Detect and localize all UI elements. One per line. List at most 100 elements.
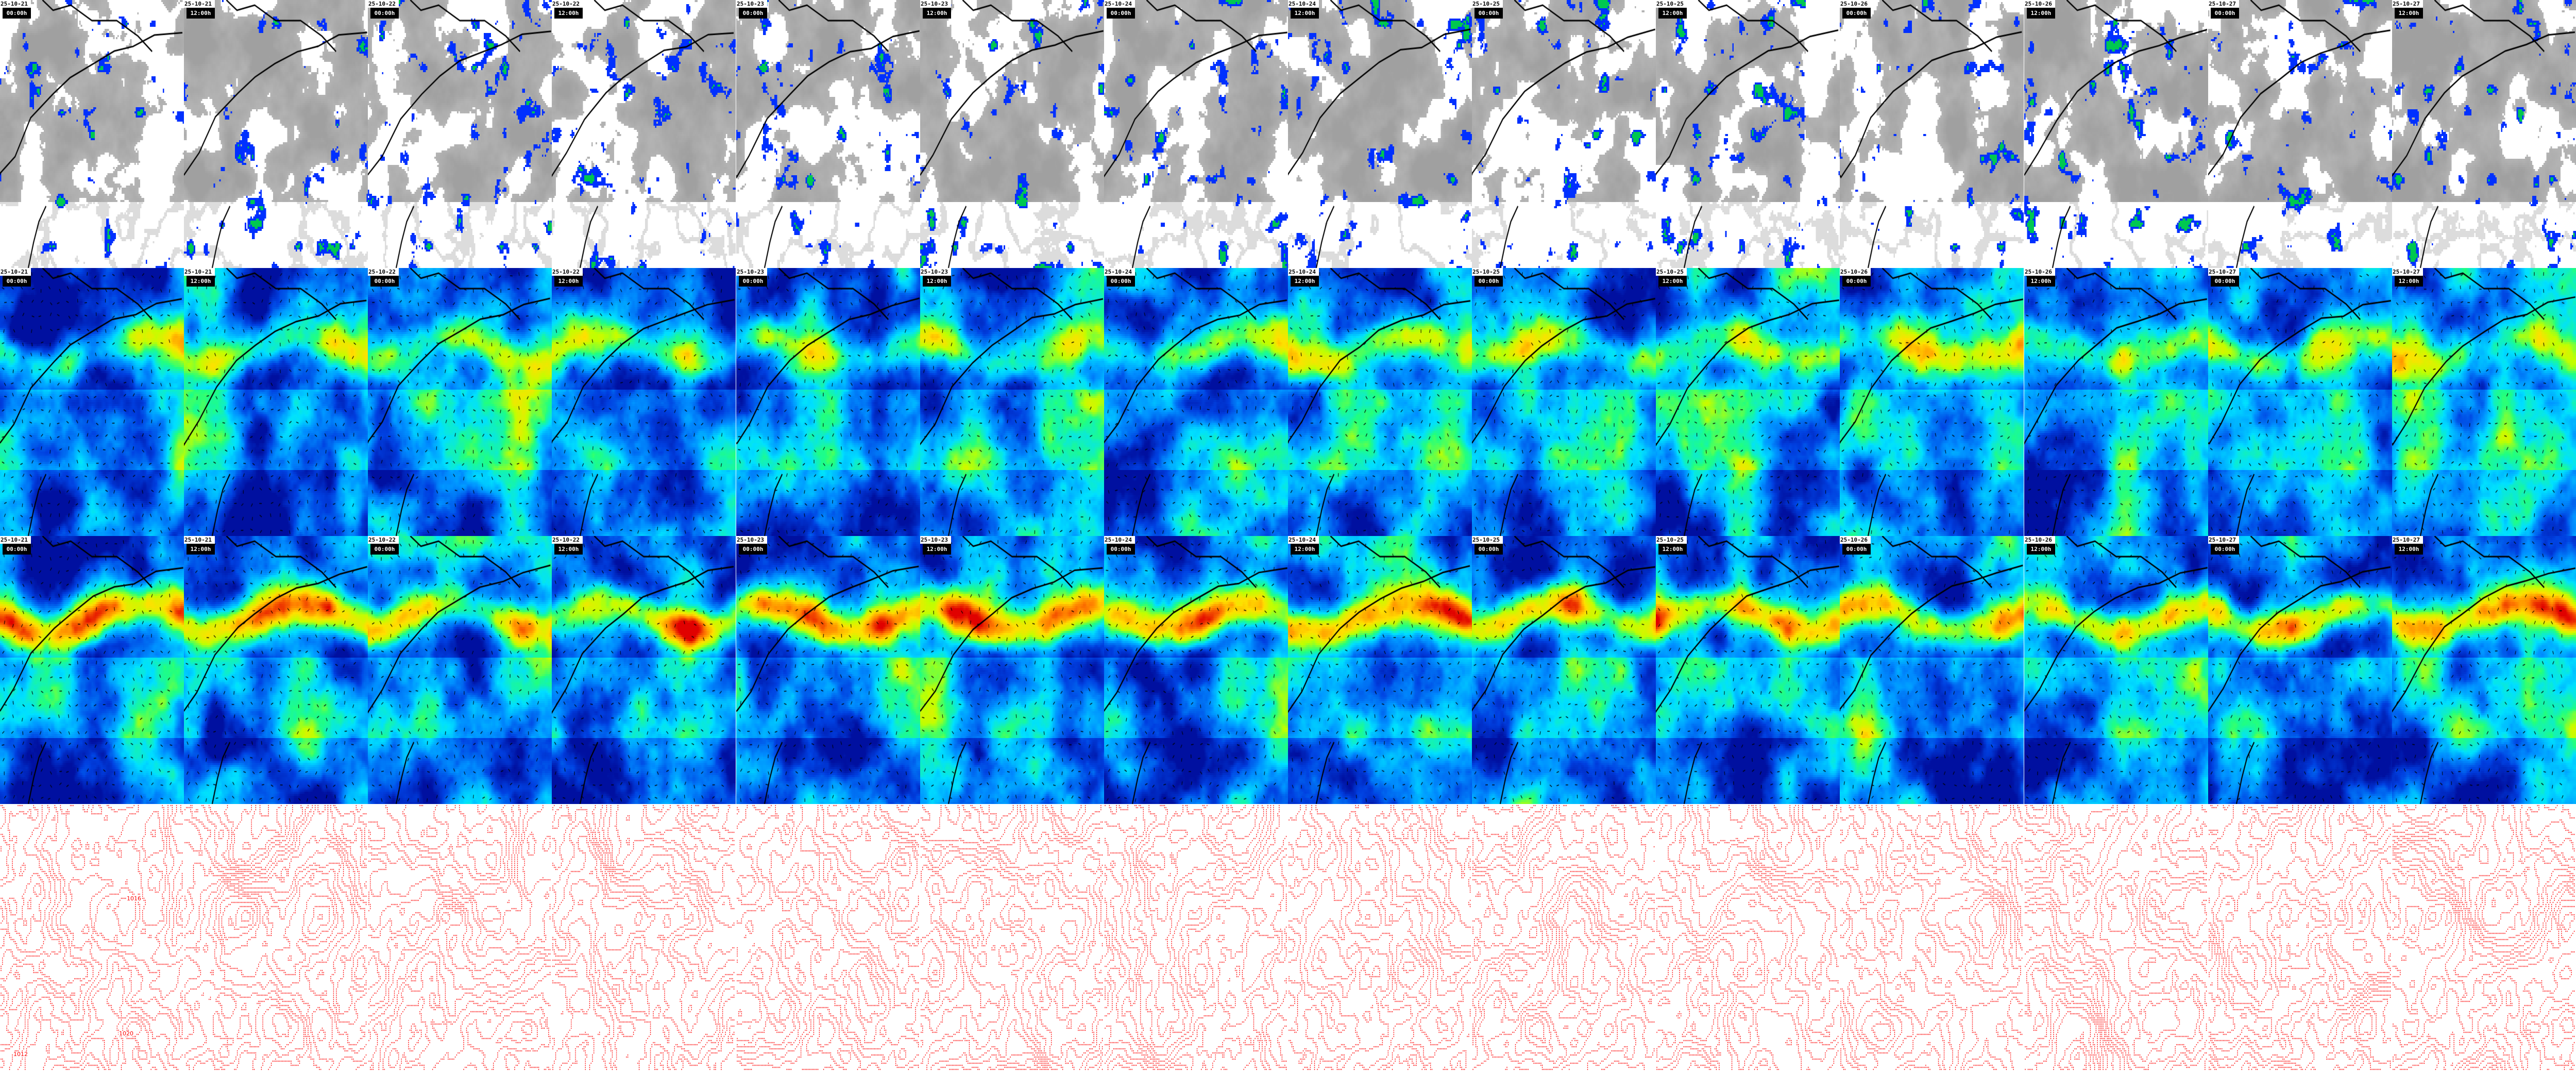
time-stamp: 12:00h: [2026, 276, 2055, 287]
cloud-map-panel: 25-10-21 00:00h: [0, 0, 184, 268]
date-stamp: 25-10-24: [1104, 0, 1135, 8]
coastline-and-wind-arrows: [1840, 0, 2024, 268]
isobar-lines: [2208, 804, 2392, 1072]
upper-wind-map-panel: 25-10-25 12:00h: [1656, 536, 1840, 804]
date-stamp: 25-10-24: [1287, 268, 1319, 276]
coastline-and-wind-arrows: [184, 536, 368, 804]
time-stamp: 12:00h: [2026, 8, 2055, 19]
isobar-lines: [2024, 804, 2208, 1072]
isobar-label: 1012: [13, 1051, 28, 1058]
coastline-and-wind-arrows: [1104, 268, 1288, 536]
coastline-and-wind-arrows: [368, 268, 552, 536]
date-stamp: 25-10-27: [2208, 536, 2239, 544]
coastline-and-wind-arrows: [2024, 0, 2208, 268]
date-stamp: 25-10-27: [2392, 536, 2423, 544]
date-stamp: 25-10-25: [1472, 536, 1503, 544]
low-wind-map-panel: 25-10-25 12:00h: [1656, 268, 1840, 536]
time-stamp: 00:00h: [1106, 544, 1135, 555]
coastline-and-wind-arrows: [1656, 536, 1840, 804]
low-wind-map-panel: 25-10-22 00:00h: [368, 268, 552, 536]
time-stamp: 12:00h: [1290, 544, 1319, 555]
time-stamp: 12:00h: [1658, 276, 1687, 287]
date-stamp: 25-10-27: [2208, 268, 2239, 276]
coastline-and-wind-arrows: [2392, 0, 2576, 268]
isobar-lines: [184, 804, 368, 1072]
date-stamp: 25-10-21: [0, 268, 31, 276]
date-stamp: 25-10-24: [1104, 268, 1135, 276]
time-stamp: 00:00h: [1842, 8, 1871, 19]
coastline-and-wind-arrows: [552, 0, 736, 268]
pressure-isobar-panel: [368, 804, 552, 1072]
pressure-isobar-panel: [1656, 804, 1840, 1072]
cloud-map-panel: 25-10-21 12:00h: [184, 0, 368, 268]
date-stamp: 25-10-24: [1287, 0, 1319, 8]
isobar-lines: [920, 804, 1104, 1072]
date-stamp: 25-10-25: [1656, 268, 1687, 276]
upper-wind-map-panel: 25-10-23 00:00h: [736, 536, 920, 804]
isobar-lines: [1840, 804, 2024, 1072]
coastline-and-wind-arrows: [1840, 268, 2024, 536]
time-stamp: 00:00h: [738, 544, 767, 555]
time-stamp: 12:00h: [1290, 8, 1319, 19]
isobar-lines: [2392, 804, 2576, 1072]
cloud-map-panel: 25-10-23 00:00h: [736, 0, 920, 268]
time-stamp: 00:00h: [1842, 276, 1871, 287]
low-wind-map-panel: 25-10-21 00:00h: [0, 268, 184, 536]
coastline-and-wind-arrows: [1656, 268, 1840, 536]
coastline-and-wind-arrows: [920, 536, 1104, 804]
pressure-isobar-panel: [2208, 804, 2392, 1072]
upper-wind-map-panel: 25-10-21 12:00h: [184, 536, 368, 804]
date-stamp: 25-10-25: [1656, 0, 1687, 8]
cloud-map-panel: 25-10-24 00:00h: [1104, 0, 1288, 268]
time-stamp: 00:00h: [2210, 276, 2239, 287]
low-wind-map-panel: 25-10-26 00:00h: [1840, 268, 2024, 536]
isobar-lines: [1104, 804, 1288, 1072]
date-stamp: 25-10-24: [1104, 536, 1135, 544]
coastline-and-wind-arrows: [736, 268, 920, 536]
upper-wind-map-panel: 25-10-26 12:00h: [2024, 536, 2208, 804]
time-stamp: 12:00h: [554, 276, 583, 287]
upper-wind-map-panel: 25-10-24 00:00h: [1104, 536, 1288, 804]
coastline-and-wind-arrows: [2208, 536, 2392, 804]
pressure-isobar-panel: [2024, 804, 2208, 1072]
pressure-isobar-panel: [552, 804, 736, 1072]
coastline-and-wind-arrows: [552, 268, 736, 536]
coastline-and-wind-arrows: [1287, 0, 1472, 268]
pressure-isobar-panel: [1840, 804, 2024, 1072]
coastline-and-wind-arrows: [1472, 268, 1656, 536]
coastline-and-wind-arrows: [184, 0, 368, 268]
coastline-and-wind-arrows: [1472, 536, 1656, 804]
time-stamp: 12:00h: [1658, 8, 1687, 19]
coastline-and-wind-arrows: [2392, 268, 2576, 536]
date-stamp: 25-10-27: [2392, 268, 2423, 276]
coastline-and-wind-arrows: [2208, 0, 2392, 268]
date-stamp: 25-10-21: [0, 536, 31, 544]
date-stamp: 25-10-22: [552, 0, 583, 8]
time-stamp: 12:00h: [187, 276, 215, 287]
date-stamp: 25-10-21: [184, 268, 215, 276]
isobar-lines: [552, 804, 736, 1072]
time-stamp: 00:00h: [2210, 544, 2239, 555]
coastline-and-wind-arrows: [368, 0, 552, 268]
date-stamp: 25-10-24: [1287, 536, 1319, 544]
isobar-lines: [1472, 804, 1656, 1072]
date-stamp: 25-10-25: [1472, 0, 1503, 8]
pressure-isobar-panel: [184, 804, 368, 1072]
date-stamp: 25-10-22: [552, 268, 583, 276]
pressure-isobar-panel: [1472, 804, 1656, 1072]
cloud-map-panel: 25-10-26 12:00h: [2024, 0, 2208, 268]
coastline-and-wind-arrows: [552, 536, 736, 804]
time-stamp: 12:00h: [922, 276, 951, 287]
coastline-and-wind-arrows: [1287, 268, 1472, 536]
date-stamp: 25-10-26: [2024, 0, 2055, 8]
pressure-isobar-panel: [1287, 804, 1472, 1072]
upper-wind-map-panel: 25-10-21 00:00h: [0, 536, 184, 804]
coastline-and-wind-arrows: [736, 536, 920, 804]
low-wind-map-panel: 25-10-23 12:00h: [920, 268, 1104, 536]
pressure-isobar-panel: [920, 804, 1104, 1072]
time-stamp: 00:00h: [1842, 544, 1871, 555]
isobar-label: 1016: [126, 895, 142, 902]
date-stamp: 25-10-22: [552, 536, 583, 544]
time-stamp: 12:00h: [922, 8, 951, 19]
